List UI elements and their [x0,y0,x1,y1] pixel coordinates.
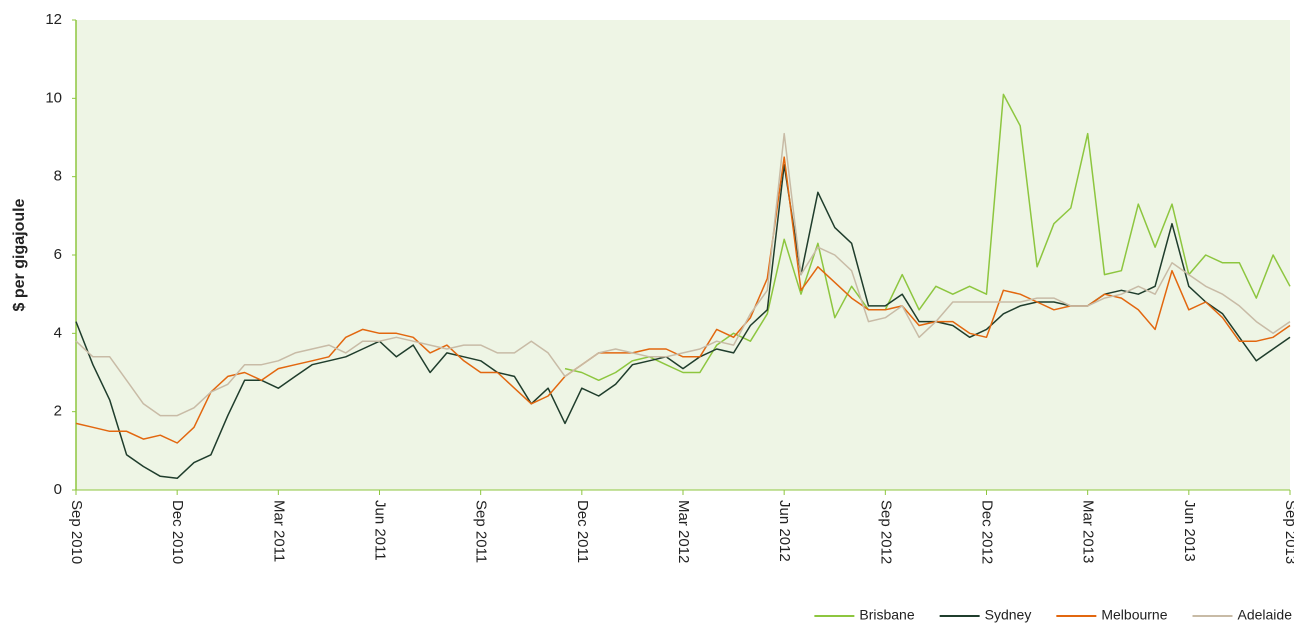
y-tick-label: 8 [54,168,62,185]
legend-label: Sydney [985,607,1032,623]
y-tick-label: 12 [45,11,62,28]
x-tick-label: Mar 2011 [270,500,287,562]
legend-label: Adelaide [1238,607,1293,623]
x-tick-label: Sep 2010 [68,500,85,564]
x-tick-label: Jun 2012 [776,500,793,562]
x-tick-label: Dec 2012 [979,500,996,564]
y-axis-label: $ per gigajoule [11,198,28,311]
series-line [75,132,1291,417]
plot-area [76,20,1290,490]
x-tick-label: Mar 2012 [675,500,692,563]
y-tick-label: 10 [45,89,62,106]
legend-label: Brisbane [859,607,914,623]
x-tick-label: Jun 2011 [372,500,389,561]
x-tick-label: Mar 2013 [1080,500,1097,563]
y-tick-label: 4 [54,324,62,341]
y-tick-label: 0 [54,481,62,498]
series-line [564,93,1291,382]
legend-label: Melbourne [1101,607,1167,623]
x-tick-label: Sep 2013 [1282,500,1294,564]
y-tick-label: 6 [54,246,62,263]
x-tick-label: Sep 2012 [877,500,894,564]
x-tick-label: Sep 2011 [473,500,490,563]
x-tick-label: Dec 2011 [574,500,591,563]
y-tick-label: 2 [54,403,62,420]
x-tick-label: Dec 2010 [169,500,186,564]
x-tick-label: Jun 2013 [1181,500,1198,562]
